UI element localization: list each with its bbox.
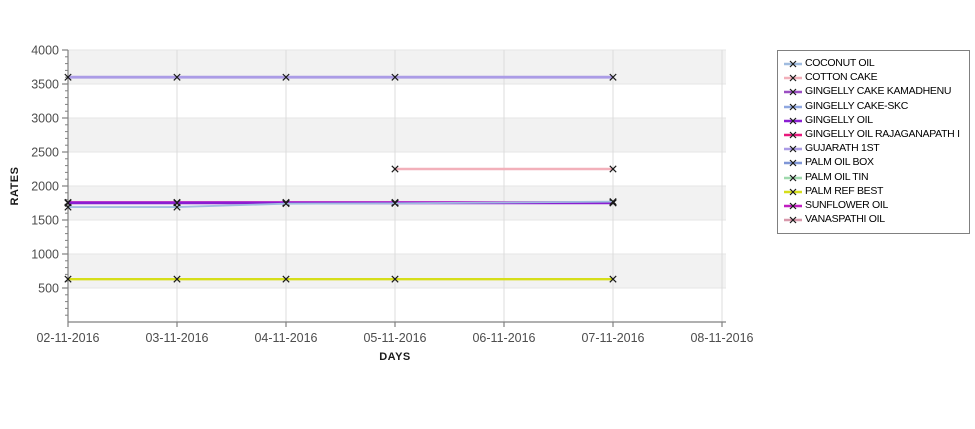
- legend-x-marker-icon: [784, 74, 802, 82]
- y-tick-label: 4000: [31, 44, 59, 58]
- legend-label: COCONUT OIL: [805, 57, 875, 69]
- y-tick-label: 2500: [31, 146, 59, 160]
- legend-label: GUJARATH 1ST: [805, 142, 880, 155]
- legend-x-marker-icon: [784, 131, 802, 139]
- legend-label: COTTON CAKE: [805, 71, 878, 84]
- legend-item: PALM OIL BOX: [783, 156, 965, 169]
- data-point-marker: [609, 73, 617, 81]
- y-tick-label: 3000: [31, 112, 59, 126]
- y-tick-label: 2000: [31, 180, 59, 194]
- legend-x-marker-icon: [784, 202, 802, 210]
- data-point-marker: [173, 73, 181, 81]
- legend-x-marker-icon: [784, 145, 802, 153]
- data-point-marker: [609, 165, 617, 173]
- legend-label: PALM OIL TIN: [805, 170, 869, 183]
- data-point-marker: [609, 199, 617, 207]
- legend-x-marker-icon: [784, 174, 802, 182]
- data-point-marker: [64, 73, 72, 81]
- y-tick-label: 3500: [31, 78, 59, 92]
- legend-item: GUJARATH 1ST: [783, 142, 965, 155]
- legend-item: PALM REF BEST: [783, 185, 965, 198]
- data-point-marker: [282, 200, 290, 208]
- data-point-marker: [64, 275, 72, 283]
- x-tick-label: 07-11-2016: [581, 331, 644, 345]
- x-tick-label: 04-11-2016: [254, 331, 317, 345]
- data-point-marker: [391, 165, 399, 173]
- band: [68, 254, 726, 288]
- legend-label: GINGELLY CAKE-SKC: [805, 99, 909, 112]
- data-point-marker: [282, 275, 290, 283]
- data-point-marker: [391, 73, 399, 81]
- y-tick-label: 1500: [31, 214, 59, 228]
- legend-label: GINGELLY OIL: [805, 113, 873, 126]
- legend-item: PALM OIL TIN: [783, 171, 965, 184]
- legend-item: COCONUT OIL: [783, 57, 965, 70]
- x-tick-label: 05-11-2016: [363, 331, 426, 345]
- legend-x-marker-icon: [784, 88, 802, 96]
- y-tick-label: 1000: [31, 248, 59, 262]
- x-tick-label: 08-11-2016: [690, 331, 753, 345]
- legend-label: GINGELLY CAKE KAMADHENU: [805, 85, 952, 98]
- legend-x-marker-icon: [784, 103, 802, 111]
- legend-x-marker-icon: [784, 159, 802, 167]
- legend-label: VANASPATHI OIL: [805, 213, 885, 226]
- x-tick-label: 06-11-2016: [472, 331, 535, 345]
- x-tick-label: 02-11-2016: [36, 331, 99, 345]
- legend-item: VANASPATHI OIL: [783, 213, 965, 226]
- legend-item: GINGELLY OIL: [783, 114, 965, 127]
- data-point-marker: [391, 199, 399, 207]
- data-point-marker: [173, 275, 181, 283]
- legend-label: PALM OIL BOX: [805, 156, 874, 169]
- band: [68, 118, 726, 152]
- legend-label: GINGELLY OIL RAJAGANAPATH I: [805, 128, 960, 141]
- legend-item: SUNFLOWER OIL: [783, 199, 965, 212]
- data-point-marker: [282, 73, 290, 81]
- legend-item: GINGELLY CAKE KAMADHENU: [783, 85, 965, 98]
- x-tick-label: 03-11-2016: [145, 331, 208, 345]
- legend-x-marker-icon: [784, 60, 802, 68]
- x-axis-title: DAYS: [379, 351, 411, 363]
- legend-item: GINGELLY CAKE-SKC: [783, 100, 965, 113]
- legend-x-marker-icon: [784, 216, 802, 224]
- legend-item: COTTON CAKE: [783, 71, 965, 84]
- legend-x-marker-icon: [784, 188, 802, 196]
- legend-box: COCONUT OIL COTTON CAKE GINGELLY CAKE KAMA…: [777, 50, 970, 235]
- legend-label: PALM REF BEST: [805, 184, 884, 197]
- data-point-marker: [64, 203, 72, 211]
- y-axis-title: RATES: [9, 166, 21, 206]
- legend-x-marker-icon: [784, 117, 802, 125]
- y-tick-label: 500: [38, 282, 59, 296]
- legend-item: GINGELLY OIL RAJAGANAPATH I: [783, 128, 965, 141]
- data-point-marker: [609, 198, 617, 206]
- legend-label: SUNFLOWER OIL: [805, 199, 889, 212]
- data-point-marker: [391, 275, 399, 283]
- data-point-marker: [609, 275, 617, 283]
- data-point-marker: [173, 203, 181, 211]
